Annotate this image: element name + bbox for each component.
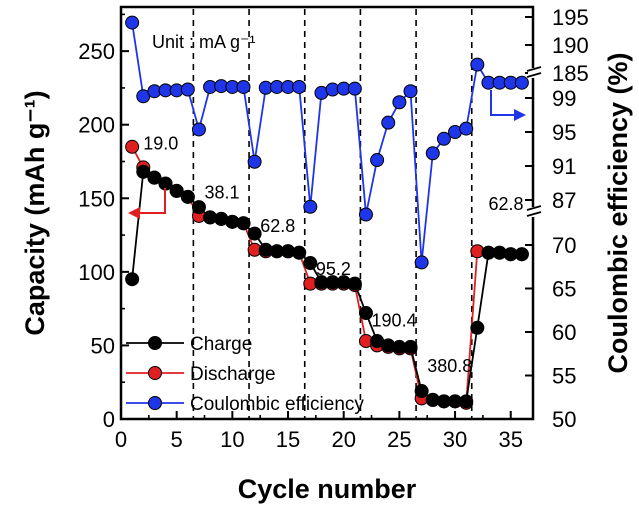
- y-right-tick-label: 65: [552, 277, 576, 302]
- point-coulombic-efficiency: [392, 95, 407, 110]
- point-charge: [358, 306, 373, 321]
- x-axis-title: Cycle number: [238, 474, 417, 504]
- point-charge: [403, 339, 418, 354]
- point-coulombic-efficiency: [381, 115, 396, 130]
- point-charge: [191, 200, 206, 215]
- right-axis-arrow: [490, 90, 526, 121]
- point-coulombic-efficiency: [236, 79, 251, 94]
- y-left-tick-label: 100: [78, 260, 115, 285]
- point-coulombic-efficiency: [425, 146, 440, 161]
- rate-label: 38.1: [205, 182, 240, 202]
- series-line-coulombic-efficiency: [131, 22, 522, 263]
- legend-entry-charge: Charge: [126, 334, 252, 355]
- y-right-tick-label: 195: [552, 5, 589, 30]
- point-coulombic-efficiency: [514, 75, 529, 90]
- y-left-tick-label: 150: [78, 186, 115, 211]
- point-coulombic-efficiency: [470, 57, 485, 72]
- point-charge: [303, 256, 318, 271]
- y-right-tick-label: 70: [552, 233, 576, 258]
- point-coulombic-efficiency: [347, 81, 362, 96]
- x-tick-label: 10: [220, 427, 244, 452]
- y-right-tick-label: 190: [552, 33, 589, 58]
- point-charge: [169, 183, 184, 198]
- legend-entry-discharge: Discharge: [126, 364, 276, 385]
- y-right-tick-label: 185: [552, 61, 589, 86]
- rate-label: 62.8: [260, 216, 295, 236]
- y-right-tick-label: 91: [552, 154, 576, 179]
- legend-label-coulombic-efficiency: Coulombic efficiency: [190, 394, 364, 415]
- right-axis-break-upper: [526, 66, 542, 78]
- x-tick-label: 20: [331, 427, 355, 452]
- point-charge: [125, 272, 140, 287]
- x-tick-label: 25: [387, 427, 411, 452]
- point-coulombic-efficiency: [370, 153, 385, 168]
- point-coulombic-efficiency: [436, 131, 451, 146]
- point-charge: [459, 394, 474, 409]
- y-axis-title-right: Coulombic efficiency (%): [603, 52, 633, 373]
- legend-label-discharge: Discharge: [190, 364, 276, 385]
- rate-label: 380.8: [427, 356, 472, 376]
- y-left-tick-label: 0: [103, 407, 115, 432]
- point-coulombic-efficiency: [125, 15, 140, 30]
- rate-label: 95.2: [316, 259, 351, 279]
- x-tick-label: 5: [171, 427, 183, 452]
- x-tick-label: 0: [115, 427, 127, 452]
- point-coulombic-efficiency: [403, 84, 418, 99]
- point-charge: [414, 384, 429, 399]
- y-left-tick-label: 250: [78, 39, 115, 64]
- rate-label: 190.4: [372, 310, 417, 330]
- point-charge: [180, 189, 195, 204]
- y-right-tick-label: 55: [552, 364, 576, 389]
- point-charge: [514, 247, 529, 262]
- point-coulombic-efficiency: [459, 121, 474, 136]
- point-charge: [247, 226, 262, 241]
- y-right-tick-label: 50: [552, 407, 576, 432]
- y-right-tick-label: 99: [552, 86, 576, 111]
- legend-label-charge: Charge: [190, 334, 252, 355]
- point-coulombic-efficiency: [247, 154, 262, 169]
- y-right-tick-label: 60: [552, 320, 576, 345]
- y-right-tick-label: 87: [552, 188, 576, 213]
- rate-label: 62.8: [488, 194, 523, 214]
- y-left-tick-label: 50: [91, 333, 115, 358]
- x-tick-label: 30: [443, 427, 467, 452]
- legend-entry-ce: Coulombic efficiency: [126, 394, 364, 415]
- legend: Charge Discharge Coulombic efficiency: [126, 334, 364, 415]
- point-discharge: [125, 139, 140, 154]
- point-charge: [236, 216, 251, 231]
- point-coulombic-efficiency: [358, 207, 373, 222]
- y-right-tick-label: 95: [552, 120, 576, 145]
- y-axis-title-left: Capacity (mAh g⁻¹): [20, 90, 50, 335]
- point-coulombic-efficiency: [292, 79, 307, 94]
- unit-note: Unit : mA g⁻¹: [152, 32, 256, 52]
- point-charge: [147, 170, 162, 185]
- point-coulombic-efficiency: [180, 82, 195, 97]
- point-charge: [347, 276, 362, 291]
- point-charge: [136, 164, 151, 179]
- rate-label: 19.0: [143, 134, 178, 154]
- point-coulombic-efficiency: [303, 199, 318, 214]
- x-tick-label: 15: [276, 427, 300, 452]
- point-charge: [470, 320, 485, 335]
- point-coulombic-efficiency: [191, 122, 206, 137]
- y-left-tick-label: 200: [78, 113, 115, 138]
- x-tick-label: 35: [498, 427, 522, 452]
- point-coulombic-efficiency: [414, 255, 429, 270]
- right-axis-break-lower: [526, 205, 542, 217]
- point-charge: [292, 245, 307, 260]
- left-axis-arrow: [128, 188, 166, 219]
